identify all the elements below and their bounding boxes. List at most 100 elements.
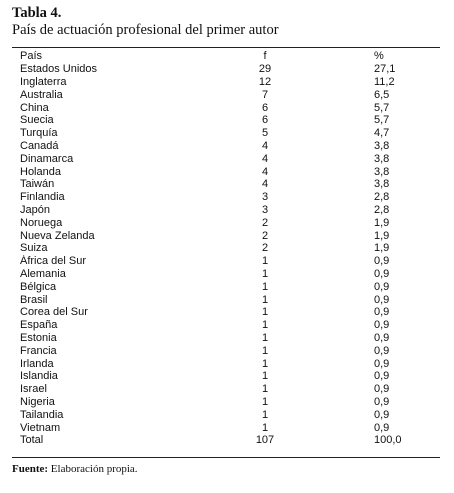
table-bottom-rule [12, 457, 440, 458]
country-cell: Japón [20, 203, 50, 216]
table-row: Suecia 6 5,7 [12, 114, 454, 127]
total-f: 107 [255, 434, 275, 447]
table-row: Brasil 1 0,9 [12, 293, 454, 306]
frequency-cell: 1 [261, 306, 269, 319]
total-pct: 100,0 [374, 434, 402, 447]
frequency-cell: 1 [261, 408, 269, 421]
country-cell: Dinamarca [20, 152, 74, 165]
table-row: Noruega 2 1,9 [12, 216, 454, 229]
table-row: Turquía 5 4,7 [12, 127, 454, 140]
country-cell: Israel [20, 383, 47, 396]
table-body: Estados Unidos 29 27,1 Inglaterra 12 11,2 Aust… [12, 63, 454, 434]
percent-cell: 3,8 [374, 165, 390, 178]
frequency-cell: 1 [261, 331, 269, 344]
table-row: Inglaterra 12 11,2 [12, 76, 454, 89]
frequency-cell: 4 [261, 152, 269, 165]
percent-cell: 5,7 [374, 114, 390, 127]
table-row: Irlanda 1 0,9 [12, 357, 454, 370]
column-header-f: f [263, 50, 267, 63]
frequency-cell: 1 [261, 383, 269, 396]
percent-cell: 3,8 [374, 178, 390, 191]
table-row: Israel 1 0,9 [12, 383, 454, 396]
country-cell: Corea del Sur [20, 306, 88, 319]
table-row: Nigeria 1 0,9 [12, 396, 454, 409]
percent-cell: 0,9 [374, 319, 390, 332]
table-row: Islandia 1 0,9 [12, 370, 454, 383]
country-cell: Alemania [20, 267, 66, 280]
percent-cell: 0,9 [374, 408, 390, 421]
frequency-cell: 3 [261, 203, 269, 216]
percent-cell: 0,9 [374, 306, 390, 319]
frequency-cell: 1 [261, 357, 269, 370]
percent-cell: 0,9 [374, 370, 390, 383]
table-title: Tabla 4. [12, 5, 62, 21]
country-cell: Irlanda [20, 357, 54, 370]
frequency-cell: 1 [261, 395, 269, 408]
percent-cell: 0,9 [374, 255, 390, 268]
frequency-cell: 4 [261, 139, 269, 152]
percent-cell: 0,9 [374, 331, 390, 344]
country-cell: Islandia [20, 370, 58, 383]
frequency-cell: 2 [261, 229, 269, 242]
table-row: Alemania 1 0,9 [12, 268, 454, 281]
source-text: Elaboración propia. [50, 463, 138, 475]
frequency-cell: 12 [258, 75, 272, 88]
frequency-cell: 4 [261, 178, 269, 191]
percent-cell: 2,8 [374, 191, 390, 204]
percent-cell: 1,9 [374, 216, 390, 229]
country-cell: Turquía [20, 127, 58, 140]
country-cell: Vietnam [20, 421, 61, 434]
table-row: Bélgica 1 0,9 [12, 280, 454, 293]
table-header-row: País f % [12, 50, 454, 63]
percent-cell: 0,9 [374, 293, 390, 306]
country-cell: Holanda [20, 165, 61, 178]
table-row: Canadá 4 3,8 [12, 140, 454, 153]
frequency-cell: 1 [261, 267, 269, 280]
percent-cell: 27,1 [374, 63, 396, 76]
country-table: País f % Estados Unidos 29 27,1 Inglaterra 1… [12, 50, 454, 447]
column-header-pct: % [374, 50, 384, 63]
percent-cell: 11,2 [374, 75, 395, 88]
country-cell: Taiwán [20, 178, 55, 191]
total-label: Total [20, 434, 44, 447]
country-cell: Canadá [20, 139, 59, 152]
country-cell: España [20, 319, 58, 332]
table-source-note: Fuente: Elaboración propia. [12, 462, 138, 476]
percent-cell: 0,9 [374, 383, 390, 396]
country-cell: Francia [20, 344, 57, 357]
country-cell: África del Sur [20, 255, 87, 268]
table-row: China 6 5,7 [12, 101, 454, 114]
table-row: Nueva Zelanda 2 1,9 [12, 229, 454, 242]
percent-cell: 2,8 [374, 203, 390, 216]
table-row: Finlandia 3 2,8 [12, 191, 454, 204]
frequency-cell: 4 [261, 165, 269, 178]
country-cell: Suiza [20, 242, 48, 255]
column-header-country: País [20, 50, 43, 63]
table-row: Estados Unidos 29 27,1 [12, 63, 454, 76]
table-row: Estonia 1 0,9 [12, 332, 454, 345]
country-cell: Bélgica [20, 280, 57, 293]
table-row: Francia 1 0,9 [12, 344, 454, 357]
table-row: Tailandia 1 0,9 [12, 408, 454, 421]
table-row: Holanda 4 3,8 [12, 165, 454, 178]
percent-cell: 0,9 [374, 267, 390, 280]
country-cell: Nigeria [20, 395, 55, 408]
frequency-cell: 1 [261, 370, 269, 383]
table-row: Australia 7 6,5 [12, 88, 454, 101]
table-subtitle: País de actuación profesional del primer… [12, 22, 279, 38]
frequency-cell: 1 [261, 319, 269, 332]
table-row: África del Sur 1 0,9 [12, 255, 454, 268]
percent-cell: 0,9 [374, 421, 390, 434]
table-row: Taiwán 4 3,8 [12, 178, 454, 191]
frequency-cell: 1 [261, 421, 269, 434]
frequency-cell: 1 [261, 293, 269, 306]
country-cell: Australia [20, 88, 63, 101]
percent-cell: 0,9 [374, 280, 390, 293]
country-cell: China [20, 101, 49, 114]
country-cell: Estonia [20, 331, 57, 344]
country-cell: Suecia [20, 114, 54, 127]
frequency-cell: 7 [261, 88, 269, 101]
frequency-cell: 29 [258, 63, 272, 76]
frequency-cell: 2 [261, 216, 269, 229]
country-cell: Nueva Zelanda [20, 229, 95, 242]
